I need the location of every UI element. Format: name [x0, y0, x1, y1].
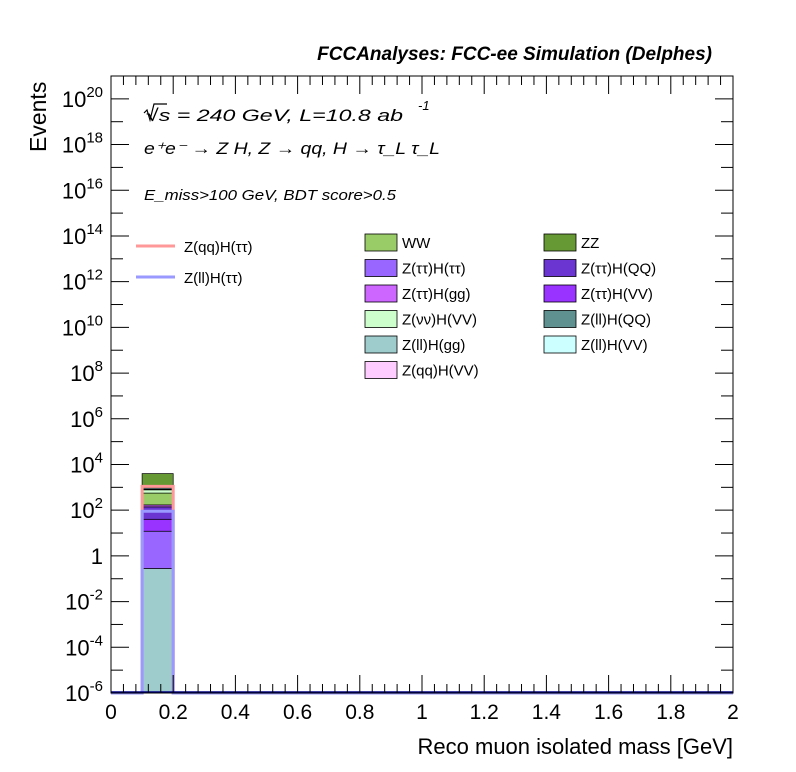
y-tick-label: 1016 [62, 175, 103, 203]
x-tick-label: 2 [727, 701, 739, 724]
legend-signal-label: Z(qq)H(ττ) [184, 239, 253, 256]
x-tick-label: 0 [105, 701, 117, 724]
legend-swatch [543, 259, 577, 277]
sqrt-symbol [143, 103, 167, 123]
signal-line-0 [111, 484, 733, 695]
signal-legend: Z(qq)H(ττ) Z(ll)H(ττ) [136, 239, 253, 287]
energy-text: √s = 240 GeV, L=10.8 ab [146, 106, 403, 125]
legend-label: Z(ττ)H(gg) [402, 286, 471, 303]
x-tick-label: 1 [416, 701, 428, 724]
legend-label: WW [402, 235, 431, 252]
bar-z-h-vv--6 [141, 489, 174, 494]
legend-swatch [364, 284, 398, 303]
y-tick-label: 104 [70, 449, 103, 477]
legend-label: Z(qq)H(VV) [402, 363, 479, 380]
legend-swatch [364, 361, 398, 379]
y-tick-label: 106 [70, 404, 103, 432]
legend-label: Z(ll)H(gg) [402, 337, 465, 354]
y-tick-label: 1014 [62, 221, 103, 249]
x-tick-label: 0.4 [221, 701, 251, 724]
y-tick-label: 10-4 [65, 632, 103, 660]
x-tick-label: 1.6 [594, 701, 623, 724]
legend-swatch [543, 310, 577, 328]
plot-frame [110, 75, 734, 694]
legend-swatch [543, 335, 577, 354]
bar-z-ll-h-gg--0 [141, 568, 174, 694]
legend-swatch [364, 310, 398, 328]
legend-signal-label: Z(ll)H(ττ) [184, 270, 243, 287]
x-tick-label: 1.4 [532, 701, 562, 724]
x-tick-label: 0.2 [159, 701, 188, 724]
bar-ww-5 [141, 492, 174, 506]
bar-z-h-qq--3 [141, 506, 174, 520]
background-legend: WW ZZ Z(ττ)H(ττ) Z(ττ)H(QQ) Z(ττ)H(gg) Z(ττ)H… [364, 233, 656, 380]
stacked-bars [141, 473, 174, 694]
legend-swatch [543, 233, 577, 252]
y-axis-label: Events [25, 82, 51, 152]
signal-histograms [111, 484, 733, 695]
bar-z-h--1 [141, 530, 174, 569]
energy-annotation: √s = 240 GeV, L=10.8 ab -1 [143, 98, 430, 125]
legend-label: Z(ll)H(VV) [581, 337, 648, 354]
lumi-exponent: -1 [418, 98, 430, 113]
x-tick-label: 1.8 [656, 701, 685, 724]
legend-label: Z(ττ)H(VV) [581, 286, 653, 303]
x-tick-label: 0.8 [345, 701, 374, 724]
legend-swatch [364, 233, 398, 252]
x-axis-label: Reco muon isolated mass [GeV] [418, 734, 733, 759]
y-tick-label: 102 [70, 495, 103, 523]
y-tick-label: 10-6 [65, 678, 103, 706]
legend-swatch [364, 259, 398, 277]
process-annotation: e⁺e⁻ → Z H, Z → qq, H → τ_L τ_L [144, 139, 440, 158]
x-axis-ticks: 0 0.2 0.4 0.6 0.8 1 1.2 1.4 1.6 1.8 2 [105, 76, 739, 724]
chart-title: FCCAnalyses: FCC-ee Simulation (Delphes) [317, 44, 712, 65]
y-tick-label: 108 [70, 358, 103, 386]
legend-label: Z(ττ)H(ττ) [402, 261, 466, 278]
legend-swatch [364, 335, 398, 354]
selection-annotation: E_miss>100 GeV, BDT score>0.5 [144, 187, 397, 204]
legend-swatch [543, 284, 577, 303]
y-tick-label: 1018 [62, 130, 103, 158]
x-tick-label: 1.2 [470, 701, 499, 724]
y-tick-label: 1010 [62, 312, 103, 340]
legend-label: ZZ [581, 235, 599, 252]
y-tick-label: 1 [91, 544, 103, 569]
signal-line-1 [111, 509, 733, 695]
legend-label: Z(ττ)H(QQ) [581, 261, 656, 278]
legend-label: Z(νν)H(VV) [402, 312, 477, 329]
y-tick-label: 1012 [62, 267, 103, 295]
y-tick-label: 10-2 [65, 587, 103, 615]
x-tick-label: 0.6 [283, 701, 312, 724]
y-axis-ticks: 10-6 10-4 10-2 1 102 104 106 108 1010 1012 1014 101… [62, 75, 733, 706]
bar-z-h-vv--2 [141, 518, 174, 532]
legend-label: Z(ll)H(QQ) [581, 312, 651, 329]
y-tick-label: 1020 [62, 84, 103, 112]
